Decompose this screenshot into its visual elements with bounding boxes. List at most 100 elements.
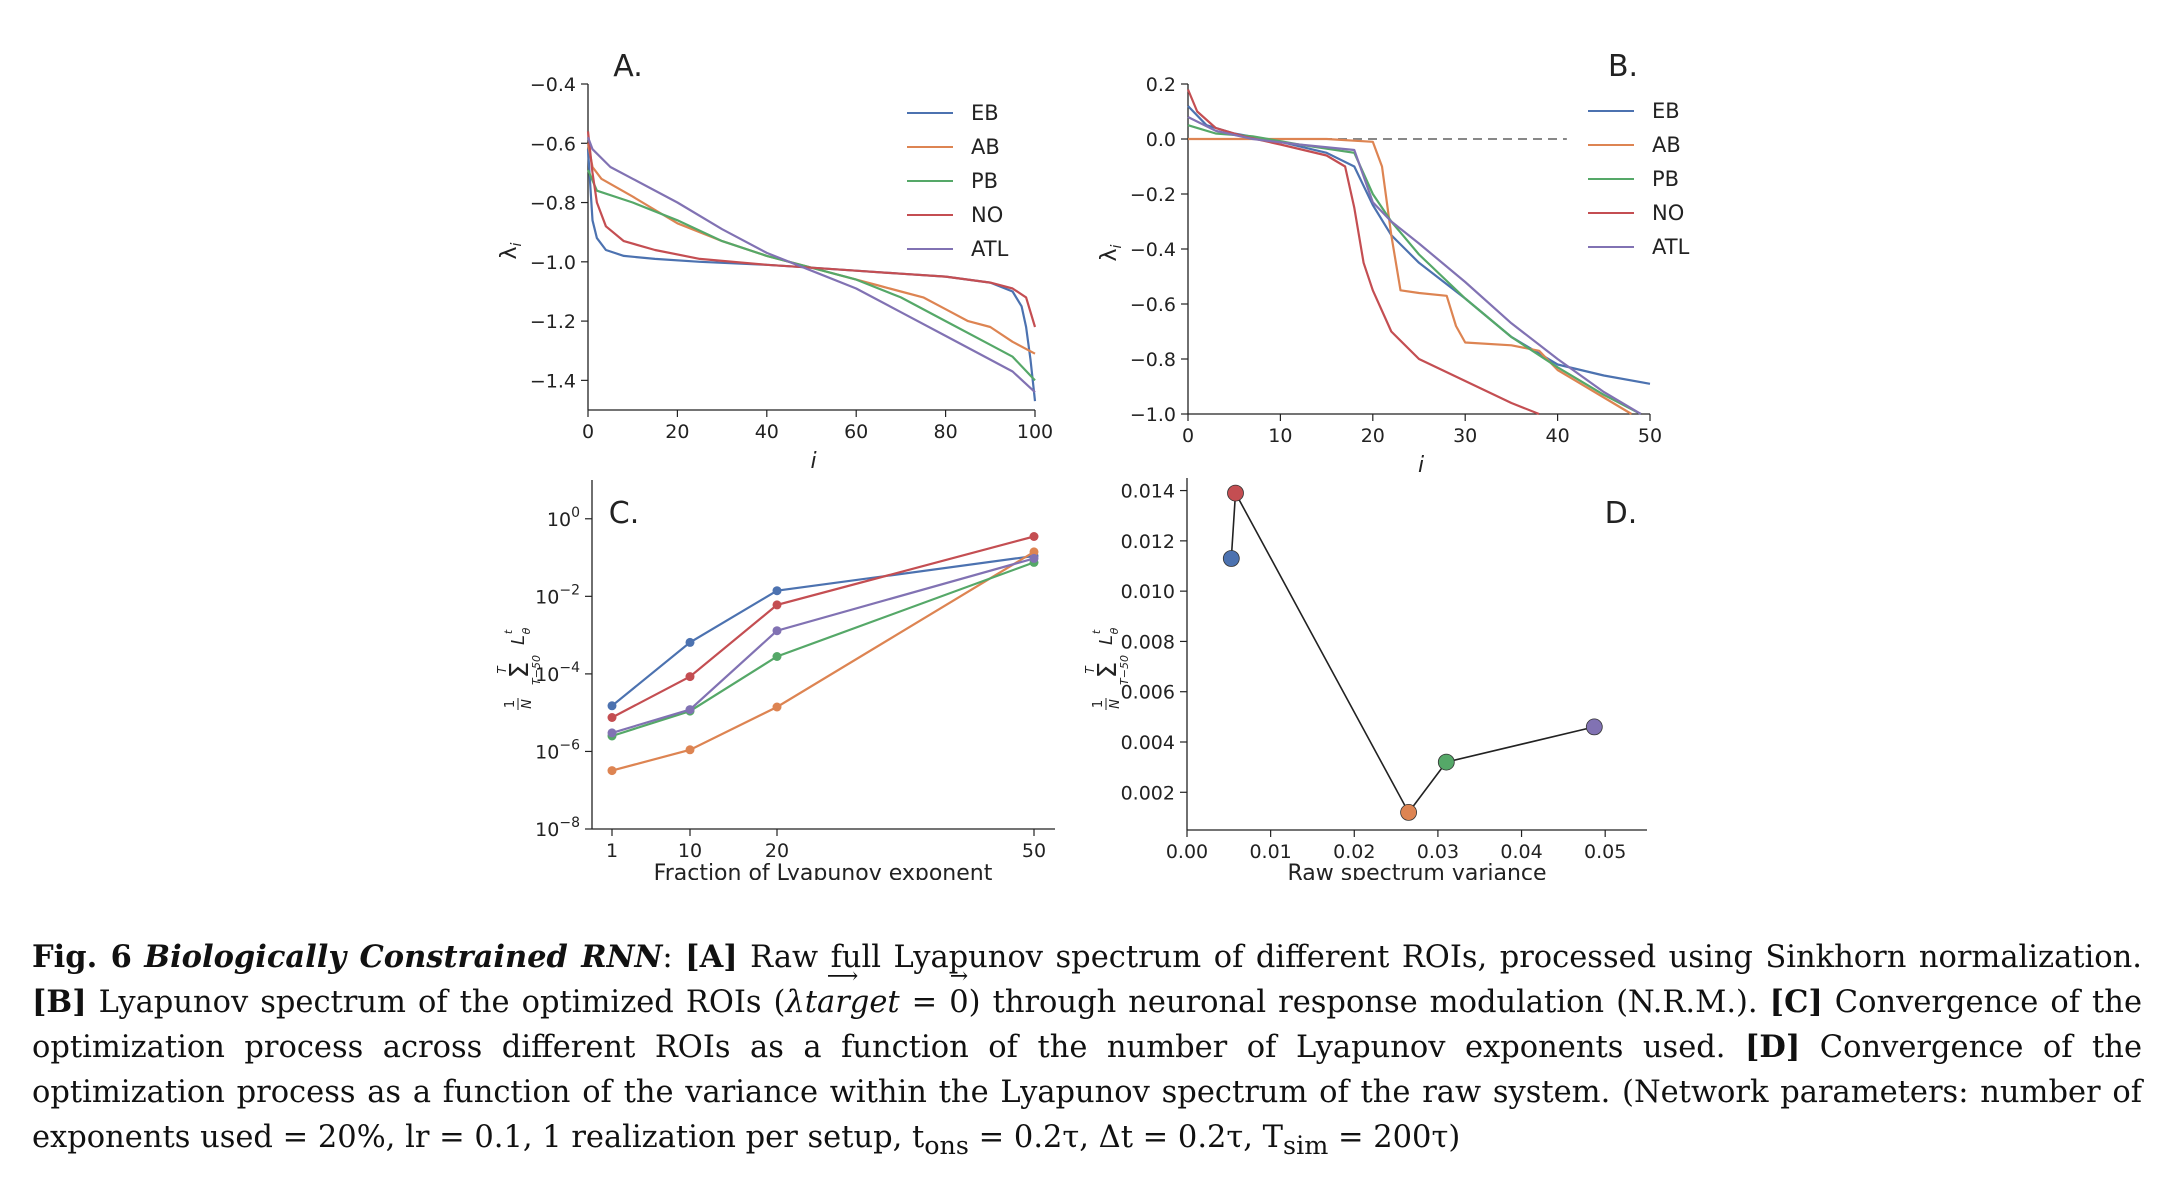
panel-letter: B. xyxy=(1608,49,1638,84)
data-point-pb xyxy=(1437,753,1455,771)
x-tick-label: 0.03 xyxy=(1417,841,1459,863)
legend-label-eb: EB xyxy=(971,101,999,125)
x-tick-label: 50 xyxy=(1638,425,1662,447)
series-line-atl xyxy=(611,557,1035,734)
y-tick-label: 10−6 xyxy=(535,737,580,763)
series-line-eb xyxy=(586,149,1037,402)
data-point-atl xyxy=(772,626,782,636)
y-tick-label: −0.8 xyxy=(1130,349,1176,371)
x-axis-label: Fraction of Lyapunov exponent xyxy=(654,861,993,880)
y-tick-label: −0.4 xyxy=(530,74,576,96)
ylabel-n: N xyxy=(1108,699,1123,709)
ylabel-lower-limit: T−50 xyxy=(1118,655,1131,685)
y-tick-label: −0.6 xyxy=(530,133,576,155)
x-axis-label: i xyxy=(810,449,816,474)
ylabel-l: L xyxy=(508,635,529,645)
series-line-no xyxy=(611,535,1035,719)
x-tick-label: 100 xyxy=(1017,421,1053,443)
y-tick-label: −1.2 xyxy=(530,311,576,333)
data-point-atl xyxy=(685,705,695,715)
caption-t-ons-sub: ons xyxy=(924,1130,969,1161)
series-line-no xyxy=(1186,89,1540,416)
y-tick-label: 10−8 xyxy=(535,815,580,841)
x-tick-label: 10 xyxy=(1268,425,1292,447)
x-tick-label: 0.02 xyxy=(1333,841,1375,863)
ylabel-upper-limit: T xyxy=(495,665,509,674)
caption-fig-label: Fig. 6 xyxy=(32,939,132,975)
caption-a-text: Raw full Lyapunov spectrum of different … xyxy=(737,940,2142,975)
data-point-no xyxy=(607,713,617,722)
data-point-ab xyxy=(685,745,695,755)
caption-equals: = xyxy=(899,985,950,1020)
y-tick-label: −1.0 xyxy=(530,252,576,274)
data-point-ab xyxy=(772,702,782,712)
x-tick-label: 0.00 xyxy=(1166,841,1208,863)
caption-c-text: Convergence of the optimization process … xyxy=(32,985,2143,1065)
series-line-eb xyxy=(611,554,1035,707)
caption-after-tons: = 0.2τ, Δt = 0.2τ, T xyxy=(968,1120,1284,1155)
ylabel-t-sup: t xyxy=(502,629,515,634)
caption-tail: = 200τ) xyxy=(1328,1120,1461,1155)
y-tick-label: 0.006 xyxy=(1121,682,1175,704)
data-point-pb xyxy=(772,652,782,661)
caption-b-text-2: ) through neuronal response modulation (… xyxy=(968,985,1770,1020)
y-tick-label: −0.2 xyxy=(1130,184,1176,206)
data-point-ab xyxy=(1029,547,1039,557)
panel-letter: C. xyxy=(609,496,639,531)
y-tick-label: −0.6 xyxy=(1130,294,1176,316)
y-tick-label: 0.004 xyxy=(1121,732,1175,754)
caption-colon: : xyxy=(662,940,686,975)
ylabel-lower-limit: T−50 xyxy=(530,655,543,685)
x-tick-label: 0.05 xyxy=(1584,841,1626,863)
legend-label-ab: AB xyxy=(971,135,1000,159)
x-tick-label: 0 xyxy=(1182,425,1194,447)
figure-panels: 0 20 40 60 80 100−0.4−0.6−0.8−1.0−1.2−1.4iλiA… xyxy=(495,49,1690,880)
caption-lambda-target-vector: ⟶ λtarget xyxy=(785,964,900,1021)
figure-caption: Fig. 6 Biologically Constrained RNN: [A]… xyxy=(32,935,2142,1168)
series-line-atl xyxy=(1187,116,1642,415)
caption-t-sim-sub: sim xyxy=(1283,1130,1329,1161)
ylabel-theta-sub: θ xyxy=(520,627,533,634)
data-point-eb xyxy=(1222,550,1240,567)
y-axis-label: λi xyxy=(1097,244,1125,261)
x-tick-label: 10 xyxy=(678,840,702,862)
ylabel-sigma: Σ xyxy=(505,662,535,678)
legend-label-atl: ATL xyxy=(971,237,1009,261)
caption-c-tag: [C] xyxy=(1769,984,1823,1020)
x-tick-label: 40 xyxy=(755,421,779,443)
series-line-ab xyxy=(586,143,1036,355)
ylabel-one: 1 xyxy=(1091,700,1106,708)
caption-title: Biologically Constrained RNN xyxy=(144,939,663,975)
caption-zero-vector: → 0 xyxy=(949,964,969,1021)
y-tick-label: 0.014 xyxy=(1121,481,1175,503)
x-tick-label: 60 xyxy=(844,421,868,443)
x-tick-label: 20 xyxy=(765,840,789,862)
panel-letter: A. xyxy=(613,49,643,84)
data-point-ab xyxy=(1400,804,1417,821)
series-line-atl xyxy=(586,136,1036,394)
data-point-ab xyxy=(607,766,617,776)
data-point-eb xyxy=(685,637,695,647)
ylabel-l: L xyxy=(1096,635,1117,645)
y-tick-label: 0.0 xyxy=(1146,129,1176,151)
y-tick-label: 0.002 xyxy=(1121,782,1175,804)
ylabel-n: N xyxy=(520,699,535,709)
data-point-eb xyxy=(607,701,617,711)
vector-arrow-icon: ⟶ xyxy=(826,964,859,989)
legend-label-eb: EB xyxy=(1652,99,1680,123)
data-point-eb xyxy=(772,586,782,596)
x-tick-label: 50 xyxy=(1022,840,1046,862)
data-point-atl xyxy=(1585,718,1603,736)
ylabel-theta-sub: θ xyxy=(1108,627,1121,634)
vector-arrow-icon: → xyxy=(949,964,969,989)
panel-b: 0 10 20 30 40 50 0.2 0.0 −0.2 −0.4 −0.6 −0.8 −1.0 i λi… xyxy=(1097,49,1690,478)
legend-label-no: NO xyxy=(1652,201,1684,225)
data-point-no xyxy=(772,600,782,610)
ylabel-one: 1 xyxy=(503,700,518,708)
x-tick-label: 0.01 xyxy=(1249,841,1291,863)
x-axis-label: Raw spectrum variance xyxy=(1287,861,1546,880)
caption-b-tag: [B] xyxy=(32,984,87,1020)
x-tick-label: 40 xyxy=(1546,425,1570,447)
series-line-no xyxy=(586,131,1037,328)
